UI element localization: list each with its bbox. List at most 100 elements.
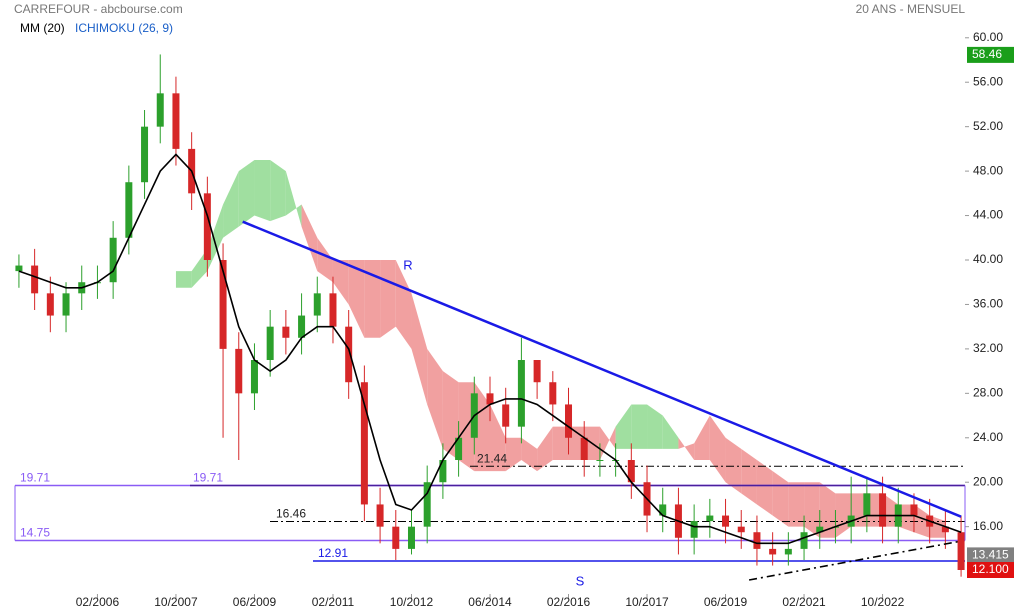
chart-title: CARREFOUR - abcbourse.com [14,2,183,16]
candle-body [722,515,730,527]
candle-body [769,548,777,555]
candle-body [502,404,510,427]
candle-body [879,493,887,527]
y-tick-label: 28.00 [973,386,1003,400]
level-label: 19.71 [193,471,223,485]
level-label: 14.75 [20,526,50,540]
y-tick-label: 16.00 [973,519,1003,533]
ichimoku-cloud [270,160,286,222]
x-tick-label: 06/2014 [468,595,512,609]
ichimoku-cloud [364,260,381,338]
x-tick-label: 02/2021 [782,595,826,609]
ichimoku-cloud [631,404,648,449]
candle-body [172,93,180,149]
candle-body [141,126,149,183]
x-tick-label: 06/2019 [704,595,748,609]
ichimoku-cloud [866,493,883,527]
ichimoku-cloud [301,204,318,272]
level-label: 21.44 [477,451,507,465]
candle-body [46,293,54,316]
candle-body [659,504,667,516]
x-tick-label: 02/2006 [76,595,120,609]
candle-body [863,493,871,516]
price-tag-label: 13.415 [972,548,1009,562]
y-tick-label: 32.00 [973,341,1003,355]
ichimoku-cloud [238,160,255,227]
ichimoku-cloud [725,437,742,494]
candle-body [250,360,258,394]
candle-body [298,315,306,338]
candle-body [407,526,415,549]
y-tick-label: 56.00 [973,74,1003,88]
candle-body [580,437,588,460]
ichimoku-cloud [474,382,490,472]
ichimoku-cloud [223,171,239,238]
price-tag-label: 12.100 [972,562,1009,576]
ichimoku-cloud [175,271,192,288]
trendline [242,220,962,518]
x-tick-label: 10/2012 [390,595,434,609]
ichimoku-cloud [552,426,569,460]
y-tick-label: 36.00 [973,297,1003,311]
candle-body [910,504,918,516]
price-tag-label: 58.46 [972,47,1002,61]
candle-body [784,548,792,555]
candle-body [549,382,557,405]
candle-body [125,182,133,238]
trendline-name: R [403,257,412,272]
candle-body [423,482,431,527]
ichimoku-cloud [678,437,695,460]
chart-subtitle: 20 ANS - MENSUEL [856,2,966,16]
candle-body [737,526,745,533]
ichimoku-cloud [285,171,302,227]
candle-body [816,526,824,533]
candle-body [376,504,384,527]
y-tick-label: 52.00 [973,119,1003,133]
x-tick-label: 02/2016 [547,595,591,609]
ichimoku-cloud [380,260,396,338]
ichimoku-cloud [207,204,224,272]
ichimoku-cloud [442,371,459,460]
candle-body [15,265,23,272]
candle-body [329,293,337,327]
candle-body [596,460,604,461]
ichimoku-cloud [835,493,852,538]
candle-body [439,460,447,483]
candle-body [360,382,368,505]
ichimoku-cloud [851,493,867,527]
ichimoku-cloud [756,460,773,516]
candle-body [690,521,698,538]
y-tick-label: 40.00 [973,252,1003,266]
level-label: 12.91 [318,546,348,560]
y-tick-label: 60.00 [973,30,1003,44]
x-tick-label: 06/2009 [233,595,277,609]
y-tick-label: 44.00 [973,208,1003,222]
candle-body [957,532,965,570]
indicator-label: ICHIMOKU (26, 9) [75,21,173,35]
ichimoku-cloud [348,260,365,338]
y-tick-label: 20.00 [973,474,1003,488]
ichimoku-cloud [662,415,679,449]
level-label: 19.71 [20,471,50,485]
ichimoku-cloud [882,493,899,527]
ichimoku-cloud [615,404,632,449]
candle-body [941,526,949,533]
candle-body [31,265,39,294]
ichimoku-cloud [804,482,820,538]
ichimoku-cloud [741,448,757,505]
ichimoku-cloud [898,504,914,533]
candle-body [313,293,321,316]
candle-body [455,437,463,460]
candle-body [533,360,541,383]
y-tick-label: 48.00 [973,163,1003,177]
ichimoku-cloud [317,237,333,283]
x-tick-label: 10/2022 [861,595,905,609]
ichimoku-cloud [505,437,522,472]
candle-body [486,393,494,405]
ichimoku-cloud [647,404,663,449]
price-tag [967,547,1014,564]
price-tag [967,562,1014,578]
candle-body [219,260,227,349]
candle-body [345,326,353,383]
candle-body [282,326,290,338]
